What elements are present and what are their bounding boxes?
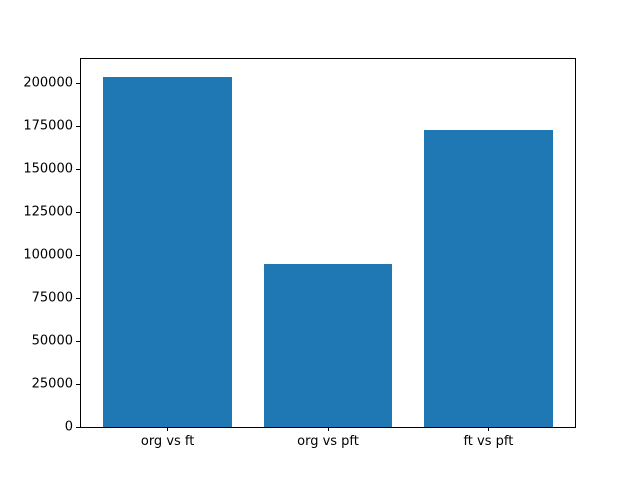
y-tick-mark xyxy=(76,254,80,256)
x-tick-label: org vs ft xyxy=(140,434,195,449)
y-tick-mark xyxy=(76,426,80,428)
y-tick-label: 25000 xyxy=(31,376,73,392)
bar-org-vs-ft xyxy=(103,76,232,427)
x-tick-mark xyxy=(167,427,169,431)
bar-ft-vs-pft xyxy=(424,129,553,427)
y-tick-mark xyxy=(76,211,80,213)
y-tick-label: 125000 xyxy=(23,204,73,220)
y-tick-mark xyxy=(76,340,80,342)
y-tick-label: 175000 xyxy=(23,118,73,134)
y-tick-label: 0 xyxy=(64,419,73,435)
y-tick-mark xyxy=(76,168,80,170)
y-tick-mark xyxy=(76,297,80,299)
bar-org-vs-pft xyxy=(263,263,393,427)
y-tick-label: 50000 xyxy=(31,333,73,349)
y-tick-mark xyxy=(76,82,80,84)
plot-area: 0 25000 50000 75000 100000 125000 150000 175000… xyxy=(23,58,576,448)
x-tick-mark xyxy=(487,427,489,431)
y-tick-label: 150000 xyxy=(23,161,73,177)
x-tick-label: ft vs pft xyxy=(463,434,514,449)
x-tick-mark xyxy=(327,427,329,431)
x-tick-label: org vs pft xyxy=(297,434,359,449)
y-tick-mark xyxy=(76,383,80,385)
y-tick-label: 100000 xyxy=(23,247,73,263)
y-tick-mark xyxy=(76,125,80,127)
y-tick-label: 75000 xyxy=(31,290,73,306)
y-tick-label: 200000 xyxy=(23,75,73,91)
